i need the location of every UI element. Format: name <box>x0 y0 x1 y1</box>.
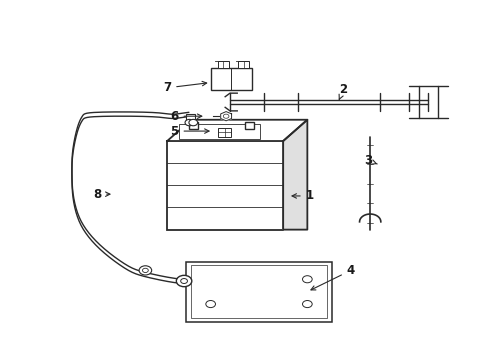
Bar <box>189 122 198 129</box>
Text: 1: 1 <box>291 189 313 202</box>
Bar <box>210 68 251 90</box>
Circle shape <box>142 268 148 273</box>
Text: 7: 7 <box>163 81 206 94</box>
Polygon shape <box>283 120 307 230</box>
Circle shape <box>176 275 191 287</box>
Circle shape <box>302 276 311 283</box>
Bar <box>218 127 230 137</box>
Polygon shape <box>167 120 307 141</box>
Bar <box>244 122 253 129</box>
Circle shape <box>205 301 215 307</box>
Polygon shape <box>220 112 231 121</box>
Bar <box>167 141 283 230</box>
Text: 3: 3 <box>363 154 376 167</box>
Bar <box>191 265 326 318</box>
Bar <box>179 124 260 139</box>
Text: 6: 6 <box>170 110 202 123</box>
Circle shape <box>302 301 311 307</box>
Bar <box>186 114 195 120</box>
Bar <box>186 261 331 322</box>
Text: 5: 5 <box>170 125 209 138</box>
Text: 4: 4 <box>310 264 354 290</box>
Circle shape <box>139 266 151 275</box>
Circle shape <box>184 120 193 126</box>
Bar <box>218 61 228 68</box>
Circle shape <box>180 279 187 283</box>
Text: 2: 2 <box>338 83 347 99</box>
Text: 8: 8 <box>93 188 110 201</box>
Circle shape <box>188 120 197 126</box>
Bar <box>238 61 248 68</box>
Circle shape <box>223 114 228 118</box>
